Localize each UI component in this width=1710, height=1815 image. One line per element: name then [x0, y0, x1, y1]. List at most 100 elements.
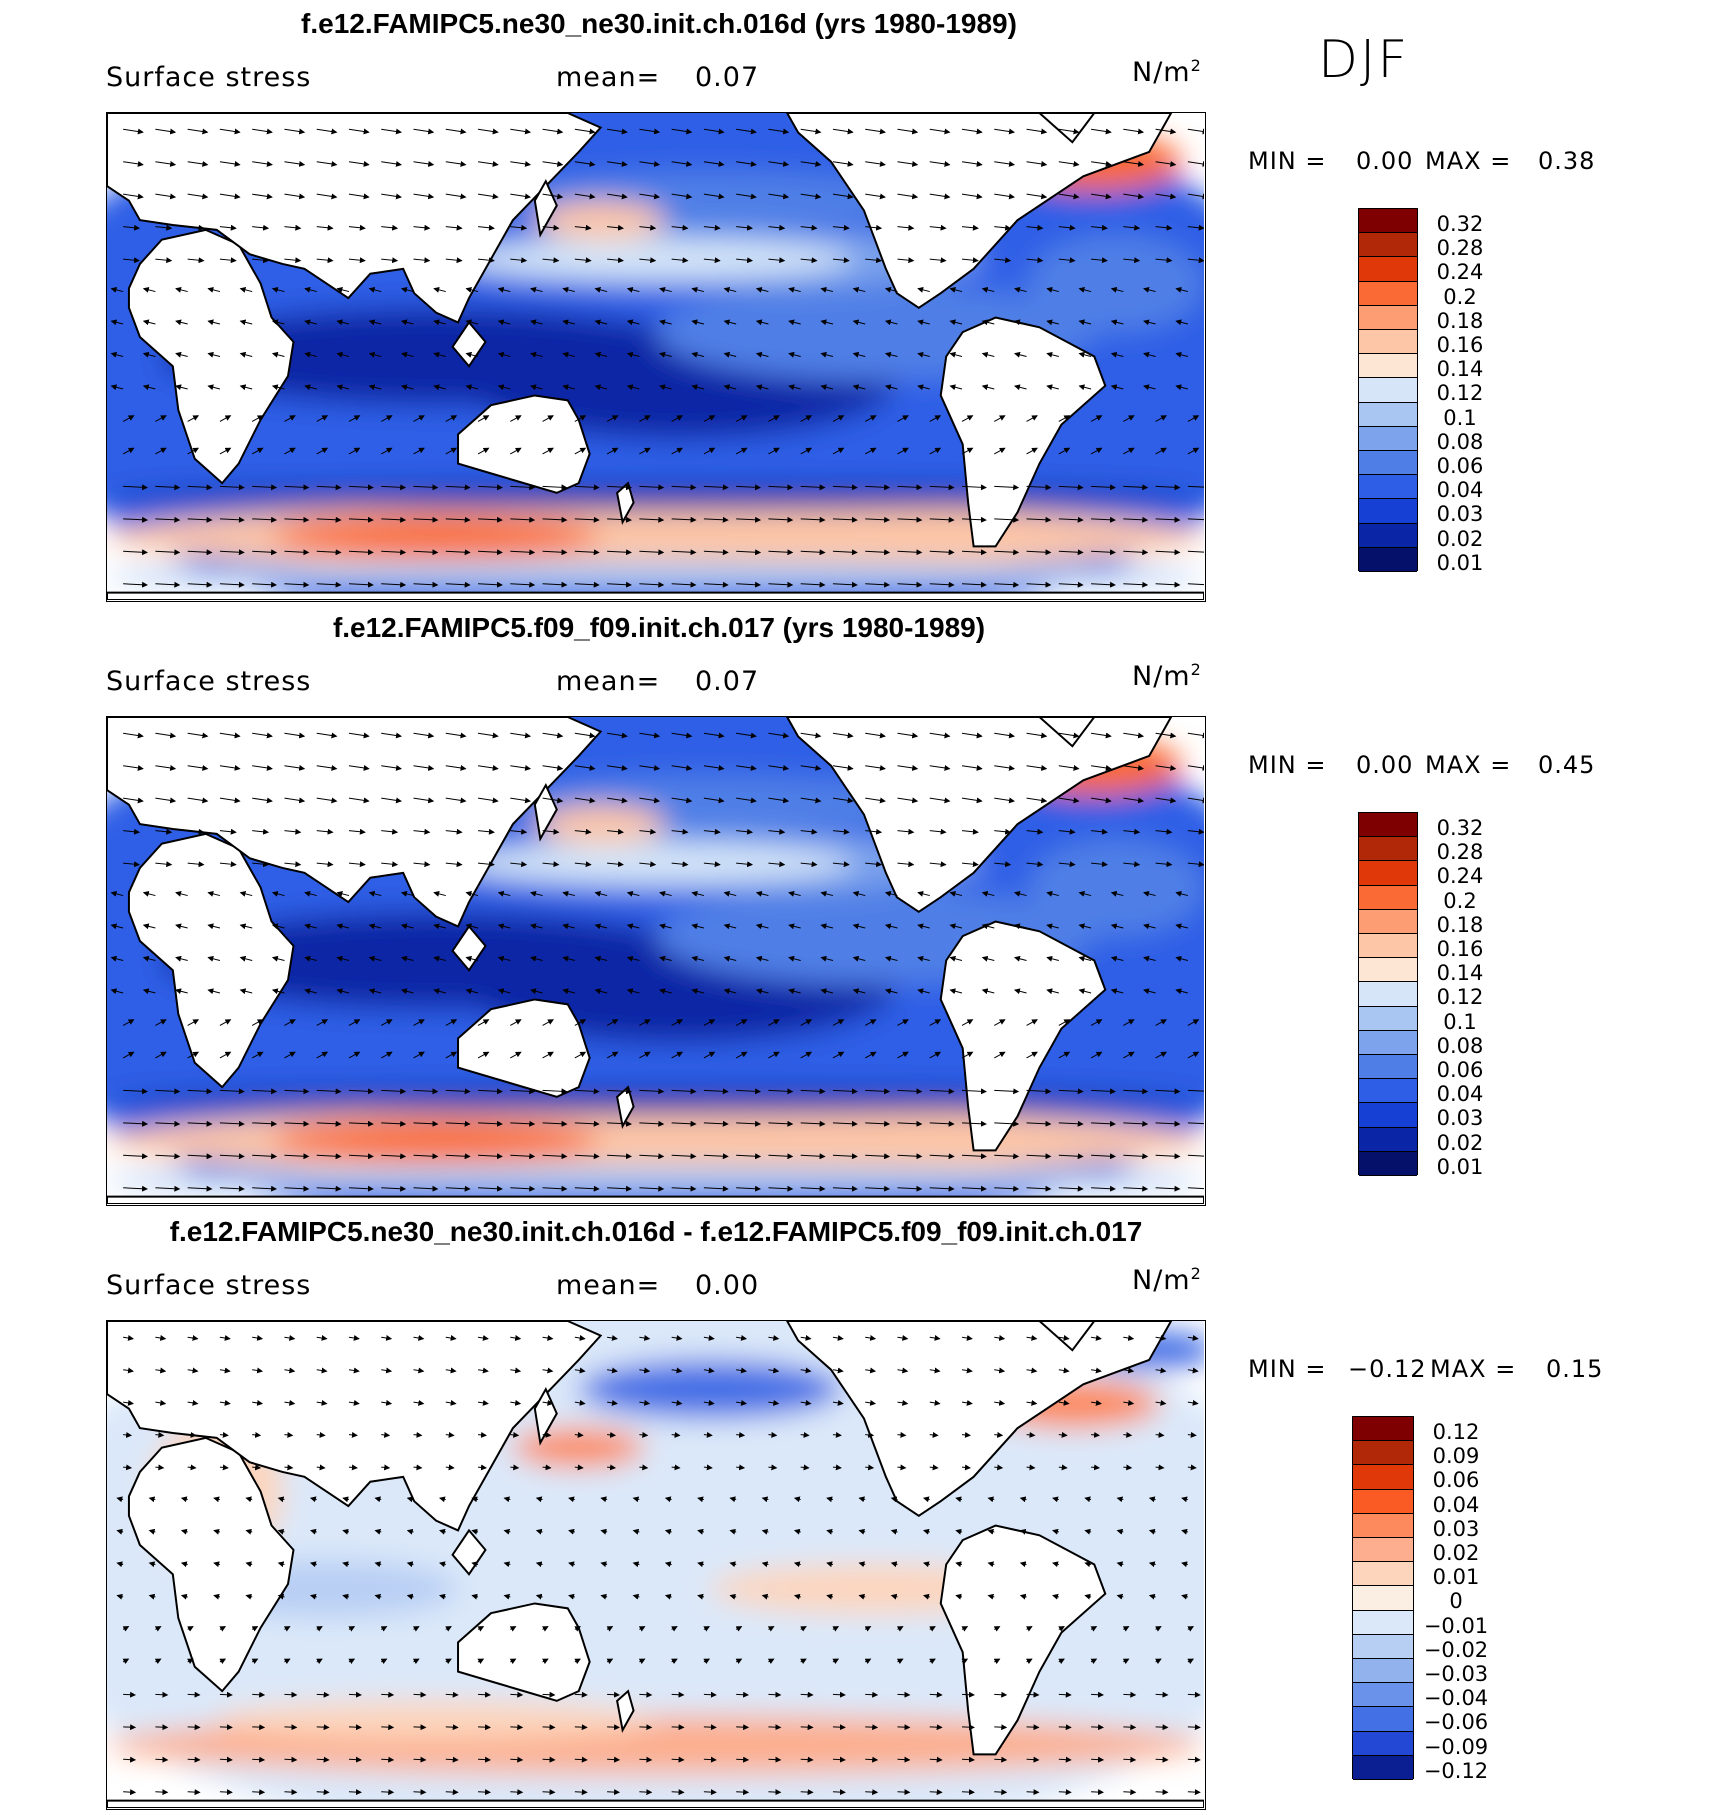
stress-vector-arrow [626, 286, 640, 293]
stress-vector-arrow [542, 828, 560, 835]
stress-vector-arrow [929, 1756, 943, 1763]
colorbar-tick-label: 0.03 [1436, 502, 1484, 527]
stress-vector-arrow [562, 319, 575, 326]
colorbar-swatch [1359, 402, 1417, 427]
colorbar-tick-label: 0.04 [1436, 1082, 1484, 1107]
stress-vector-arrow [510, 484, 536, 491]
stress-vector-arrow [1155, 549, 1181, 556]
stress-vector-arrow [413, 797, 435, 804]
stress-vector-arrow [1175, 890, 1188, 897]
colorbar-swatch [1353, 1538, 1413, 1563]
stress-vector-arrow [252, 224, 270, 231]
contour-region [512, 1428, 645, 1468]
stress-vector-arrow [155, 1724, 169, 1731]
stress-vector-arrow [864, 415, 877, 422]
stress-vector-arrow [123, 1691, 137, 1698]
stress-vector-arrow [252, 732, 273, 739]
stress-vector-arrow [788, 955, 801, 962]
colorbar-swatch [1353, 1634, 1413, 1659]
stress-vector-arrow [659, 286, 672, 293]
stress-vector-arrow [562, 286, 575, 293]
stress-vector-arrow [381, 447, 393, 455]
stress-vector-arrow [768, 1789, 782, 1796]
stress-vector-arrow [284, 1691, 298, 1698]
colorbar-tick-label: 0.12 [1436, 985, 1484, 1010]
stress-vector-arrow [864, 447, 877, 455]
stress-vector-arrow [207, 923, 221, 930]
stress-vector-arrow [594, 890, 608, 897]
stress-vector-arrow [897, 447, 909, 455]
stress-vector-arrow [381, 732, 402, 739]
stress-vector-arrow [755, 988, 769, 995]
variable-name: Surface stress [106, 666, 312, 697]
contour-region [1028, 234, 1204, 333]
stress-vector-arrow [897, 549, 923, 556]
stress-vector-arrow [1058, 257, 1076, 264]
stress-vector-arrow [187, 516, 213, 523]
stress-vector-arrow [510, 861, 528, 868]
stress-vector-arrow [1090, 447, 1103, 455]
stress-vector-arrow [832, 828, 850, 835]
stress-vector-arrow [768, 732, 790, 739]
stress-vector-arrow [465, 923, 479, 930]
stress-vector-arrow [252, 484, 278, 491]
stress-vector-arrow [381, 861, 399, 868]
stress-vector-arrow [239, 351, 253, 358]
stress-vector-arrow [1155, 128, 1177, 135]
stress-vector-arrow [1175, 923, 1188, 930]
coastline-seasia [451, 924, 487, 972]
stress-vector-arrow [348, 861, 366, 868]
stress-vector-arrow [542, 415, 554, 422]
coastline-eurasia [107, 717, 603, 928]
stress-vector-arrow [1187, 128, 1204, 135]
stress-vector-arrow [606, 415, 619, 422]
stress-vector-arrow [800, 484, 826, 491]
stress-vector-arrow [207, 319, 221, 326]
coastline-antarctica [107, 1799, 1204, 1808]
stress-vector-arrow [703, 549, 729, 556]
stress-vector-arrow [1091, 224, 1108, 231]
stress-vector-arrow [1175, 955, 1188, 962]
stress-vector-arrow [497, 319, 511, 326]
stress-vector-arrow [142, 923, 156, 930]
stress-vector-arrow [413, 1724, 427, 1731]
stress-vector-arrow [961, 224, 979, 231]
stress-vector-arrow [316, 581, 342, 588]
stress-vector-arrow [574, 1691, 588, 1698]
stress-vector-arrow [316, 193, 338, 200]
stress-vector-arrow [949, 351, 963, 358]
stress-vector-arrow [1187, 193, 1204, 200]
stress-vector-arrow [917, 286, 930, 293]
stress-vector-arrow [594, 384, 608, 391]
stress-vector-arrow [723, 384, 737, 391]
stress-vector-arrow [1046, 286, 1059, 293]
stress-vector-arrow [574, 732, 596, 739]
stress-vector-arrow [1110, 988, 1124, 995]
colorbar-tick-label: 0.14 [1436, 357, 1484, 382]
stress-vector-arrow [671, 160, 693, 167]
stress-vector-arrow [865, 828, 883, 835]
coastline-seasia [451, 320, 487, 368]
stress-vector-arrow [1110, 384, 1124, 391]
colorbar-tick-label: 0.02 [1436, 1130, 1484, 1155]
stress-vector-arrow [929, 193, 951, 200]
stress-vector-arrow [768, 861, 786, 868]
stress-vector-arrow [1013, 890, 1027, 897]
unit-base: N/m [1132, 1265, 1191, 1296]
stress-vector-arrow [445, 193, 467, 200]
stress-vector-arrow [1091, 484, 1116, 491]
coastline-greenland [1037, 113, 1096, 144]
stress-vector-arrow [897, 1756, 911, 1763]
stress-vector-arrow [607, 1724, 621, 1731]
stress-vector-arrow [735, 447, 748, 455]
stress-vector-arrow [1123, 1756, 1137, 1763]
stress-vector-arrow [348, 549, 374, 556]
colorbar-swatch [1359, 861, 1417, 886]
stress-vector-arrow [1110, 319, 1124, 326]
panel-title: f.e12.FAMIPC5.ne30_ne30.init.ch.016d (yr… [301, 8, 1017, 39]
stress-vector-arrow [219, 193, 241, 200]
stress-vector-arrow [820, 955, 834, 962]
stress-vector-arrow [1123, 128, 1145, 135]
colorbar-swatch [1359, 523, 1417, 548]
stress-vector-arrow [271, 286, 285, 293]
